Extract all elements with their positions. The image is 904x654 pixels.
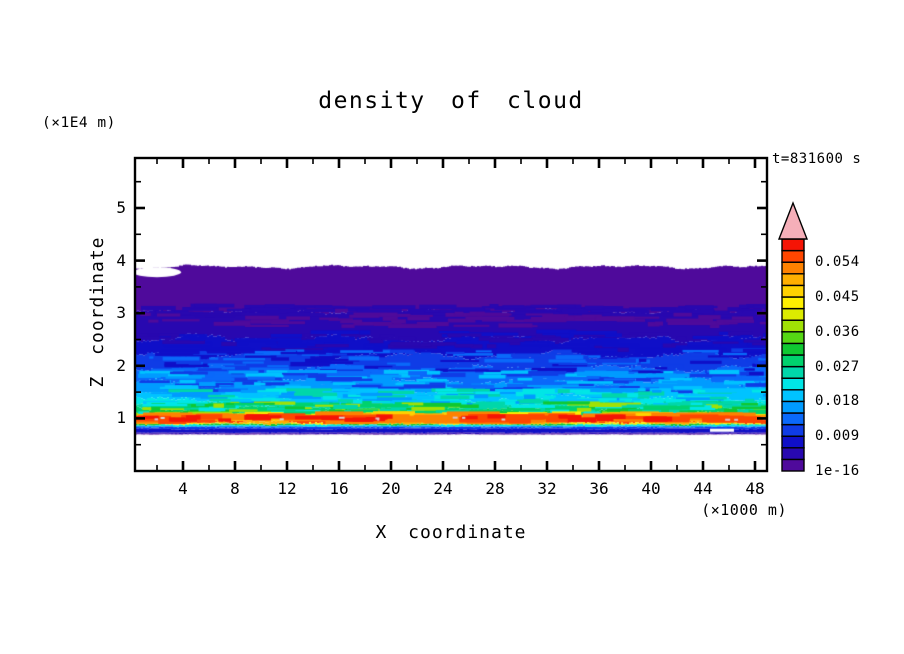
y-tick-label: 5 bbox=[116, 198, 126, 217]
colorbar-label: 1e-16 bbox=[815, 463, 860, 479]
x-tick-label: 32 bbox=[537, 479, 557, 498]
colorbar-segment bbox=[781, 447, 805, 461]
colorbar-segment bbox=[781, 435, 805, 449]
colorbar-segment bbox=[781, 296, 805, 310]
x-tick-label: 20 bbox=[381, 479, 401, 498]
colorbar-segment bbox=[781, 412, 805, 426]
colorbar-segment bbox=[781, 307, 805, 321]
contour-field bbox=[135, 158, 767, 471]
colorbar-segment bbox=[781, 331, 805, 345]
colorbar-segment bbox=[781, 365, 805, 379]
y-axis-title: Z coordinate bbox=[87, 236, 108, 388]
colorbar-overflow-arrow-icon bbox=[777, 201, 809, 240]
colorbar-segment bbox=[781, 284, 805, 298]
colorbar-label: 0.036 bbox=[815, 323, 860, 340]
x-tick-label: 40 bbox=[641, 479, 661, 498]
y-tick-label: 1 bbox=[116, 408, 126, 428]
time-annotation: t=831600 s bbox=[772, 151, 862, 167]
colorbar-segment bbox=[781, 458, 805, 472]
x-tick-label: 44 bbox=[693, 479, 713, 498]
colorbar-segment bbox=[781, 377, 805, 391]
colorbar-segment bbox=[781, 319, 805, 333]
colorbar-segment bbox=[781, 249, 805, 263]
x-axis-title: X coordinate bbox=[375, 522, 527, 543]
x-tick-label: 16 bbox=[329, 479, 349, 498]
chart-title: density of cloud bbox=[318, 88, 584, 114]
plot-frame bbox=[133, 156, 769, 473]
colorbar-segment bbox=[781, 273, 805, 287]
colorbar-segment bbox=[781, 238, 805, 252]
colorbar-label: 0.027 bbox=[815, 358, 860, 375]
colorbar-label: 0.045 bbox=[815, 289, 860, 305]
y-tick-label: 4 bbox=[116, 250, 126, 270]
colorbar-segment bbox=[781, 389, 805, 403]
colorbar-segment bbox=[781, 342, 805, 356]
x-tick-label: 36 bbox=[589, 479, 609, 498]
colorbar-label: 0.018 bbox=[815, 393, 860, 410]
colorbar-segment bbox=[781, 423, 805, 437]
y-axis-unit-label: (×1E4 m) bbox=[42, 115, 116, 131]
colorbar-segment bbox=[781, 261, 805, 275]
colorbar-segment bbox=[781, 354, 805, 368]
y-tick-label: 2 bbox=[116, 355, 126, 375]
x-axis-unit-label: (×1000 m) bbox=[701, 501, 787, 519]
x-tick-label: 4 bbox=[178, 479, 188, 498]
y-tick-label: 3 bbox=[116, 303, 126, 323]
x-tick-label: 12 bbox=[277, 479, 297, 498]
colorbar-label: 0.009 bbox=[815, 428, 860, 445]
colorbar-label: 0.054 bbox=[815, 254, 860, 271]
x-tick-label: 48 bbox=[745, 479, 765, 498]
x-tick-label: 24 bbox=[433, 479, 453, 498]
x-tick-label: 28 bbox=[485, 479, 505, 498]
colorbar-segment bbox=[781, 400, 805, 414]
x-tick-label: 8 bbox=[230, 479, 240, 498]
